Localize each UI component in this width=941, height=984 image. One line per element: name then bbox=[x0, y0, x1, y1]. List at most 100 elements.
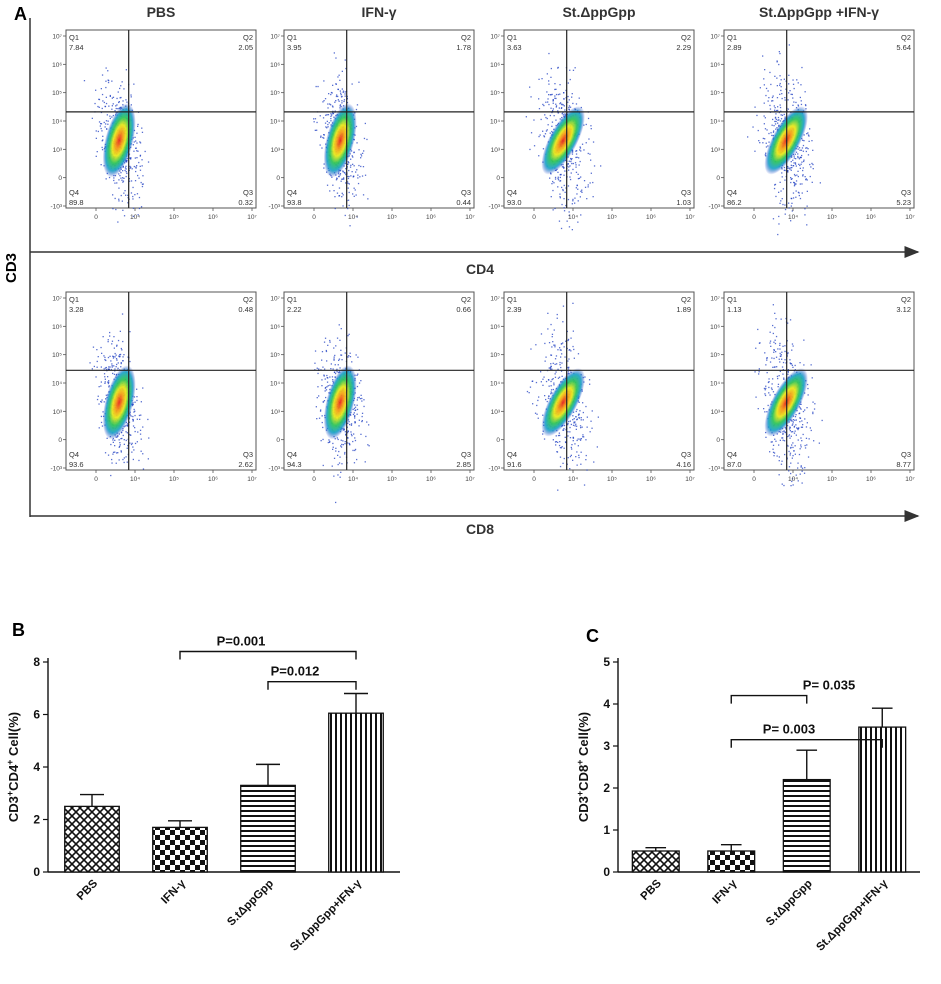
y-tick-label: 10⁵ bbox=[490, 90, 500, 97]
q1-name: Q1 bbox=[727, 295, 737, 304]
y-tick-label: 0 bbox=[496, 437, 500, 444]
y-tick-label: 0 bbox=[716, 175, 720, 182]
y-tick-label: 10⁷ bbox=[52, 296, 62, 303]
y-tick-label: -10³ bbox=[268, 204, 280, 211]
flow-plot-frame bbox=[283, 291, 475, 471]
significance-bracket-1 bbox=[730, 739, 883, 748]
flow-plot-frame bbox=[65, 291, 257, 471]
y-tick-label: 10⁴ bbox=[710, 381, 720, 388]
p-value-label-0: P=0.001 bbox=[217, 634, 266, 649]
panel-b-letter: B bbox=[12, 620, 25, 640]
x-tick-label: 0 bbox=[532, 476, 536, 483]
q2-value: 2.05 bbox=[238, 43, 253, 52]
y-tick-label: 10⁷ bbox=[490, 296, 500, 303]
y-tick-label: 10⁴ bbox=[490, 119, 500, 126]
y-tick-label: 4 bbox=[603, 697, 610, 711]
group-title-2: St.ΔppGpp bbox=[562, 4, 635, 20]
q4-name: Q4 bbox=[69, 450, 79, 459]
q2-name: Q2 bbox=[681, 33, 691, 42]
x-tick-label: 10⁷ bbox=[685, 214, 695, 221]
y-tick-label: 10³ bbox=[271, 409, 281, 416]
y-tick-label: 10³ bbox=[491, 147, 501, 154]
q4-name: Q4 bbox=[727, 450, 737, 459]
q2-value: 5.64 bbox=[896, 43, 911, 52]
q1-value: 3.28 bbox=[69, 305, 84, 314]
q2-value: 1.89 bbox=[676, 305, 691, 314]
q3-name: Q3 bbox=[461, 450, 471, 459]
x-tick-label: 10⁵ bbox=[387, 214, 397, 221]
y-tick-label: -10³ bbox=[708, 466, 720, 473]
y-tick-label: 0 bbox=[276, 175, 280, 182]
category-label-1: IFN-γ bbox=[711, 877, 740, 906]
y-tick-label: 10⁷ bbox=[710, 34, 720, 41]
x-tick-label: 10⁵ bbox=[607, 476, 617, 483]
y-tick-label: 10⁶ bbox=[270, 62, 280, 69]
x-tick-label: 0 bbox=[94, 214, 98, 221]
y-axis-label: CD3+CD4+ Cell(%) bbox=[5, 712, 21, 822]
x-tick-label: 10⁵ bbox=[827, 214, 837, 221]
x-tick-label: 10⁷ bbox=[247, 476, 257, 483]
x-tick-label: 10⁴ bbox=[788, 476, 798, 483]
q3-value: 0.44 bbox=[456, 198, 471, 207]
y-tick-label: 10³ bbox=[53, 409, 63, 416]
y-tick-label: 10⁴ bbox=[710, 119, 720, 126]
x-tick-label: 10⁶ bbox=[426, 214, 436, 221]
x-tick-label: 0 bbox=[532, 214, 536, 221]
density-core bbox=[541, 106, 585, 175]
y-tick-label: 10⁷ bbox=[270, 296, 280, 303]
density-core bbox=[323, 365, 357, 440]
x-tick-label: 10⁴ bbox=[568, 476, 578, 483]
q1-name: Q1 bbox=[287, 295, 297, 304]
y-tick-label: 10⁴ bbox=[270, 381, 280, 388]
flow-cytometry-grid: PBS IFN-γ St.ΔppGpp St.ΔppGpp +IFN-γQ17.84Q… bbox=[50, 4, 915, 504]
y-tick-label: 10⁶ bbox=[490, 62, 500, 69]
x-tick-label: 0 bbox=[312, 214, 316, 221]
flow-plot-frame bbox=[723, 291, 915, 471]
bar-3 bbox=[858, 726, 907, 873]
y-tick-label: 6 bbox=[33, 708, 40, 722]
x-tick-label: 0 bbox=[312, 476, 316, 483]
density-core bbox=[102, 365, 136, 440]
bar-0 bbox=[64, 805, 120, 873]
q1-value: 3.95 bbox=[287, 43, 302, 52]
y-tick-label: 8 bbox=[33, 655, 40, 669]
y-tick-label: 4 bbox=[33, 760, 40, 774]
y-tick-label: 10⁷ bbox=[52, 34, 62, 41]
q4-name: Q4 bbox=[507, 450, 517, 459]
y-tick-label: 10⁵ bbox=[490, 352, 500, 359]
x-tick-label: 10⁷ bbox=[905, 476, 915, 483]
p-value-label-1: P= 0.003 bbox=[763, 722, 815, 737]
q4-value: 93.8 bbox=[287, 198, 302, 207]
y-tick-label: -10³ bbox=[50, 466, 62, 473]
y-tick-label: 10⁶ bbox=[270, 324, 280, 331]
q4-value: 86.2 bbox=[727, 198, 742, 207]
y-tick-label: 10³ bbox=[711, 147, 721, 154]
y-tick-label: 10⁷ bbox=[490, 34, 500, 41]
flow-plot-frame bbox=[503, 29, 695, 209]
x-tick-label: 10⁵ bbox=[827, 476, 837, 483]
q1-name: Q1 bbox=[507, 295, 517, 304]
p-value-label-0: P= 0.035 bbox=[803, 678, 855, 693]
y-tick-label: 10⁶ bbox=[710, 62, 720, 69]
bar-1 bbox=[152, 826, 208, 873]
x-tick-label: 10⁴ bbox=[788, 214, 798, 221]
y-tick-label: 5 bbox=[603, 655, 610, 669]
q2-name: Q2 bbox=[461, 33, 471, 42]
x-tick-label: 10⁶ bbox=[208, 214, 218, 221]
y-tick-label: 10⁵ bbox=[710, 352, 720, 359]
x-tick-label: 10⁵ bbox=[169, 214, 179, 221]
q3-name: Q3 bbox=[901, 188, 911, 197]
flow-plot-frame bbox=[283, 29, 475, 209]
q1-value: 2.89 bbox=[727, 43, 742, 52]
y-tick-label: 10⁵ bbox=[710, 90, 720, 97]
group-title-0: PBS bbox=[147, 4, 176, 20]
bar-2 bbox=[782, 778, 831, 873]
x-tick-label: 0 bbox=[94, 476, 98, 483]
x-tick-label: 10⁴ bbox=[130, 476, 140, 483]
flow-plot-frame bbox=[503, 291, 695, 471]
q4-name: Q4 bbox=[507, 188, 517, 197]
bar-2 bbox=[240, 784, 296, 873]
q2-value: 2.29 bbox=[676, 43, 691, 52]
q2-name: Q2 bbox=[901, 295, 911, 304]
q1-value: 7.84 bbox=[69, 43, 84, 52]
